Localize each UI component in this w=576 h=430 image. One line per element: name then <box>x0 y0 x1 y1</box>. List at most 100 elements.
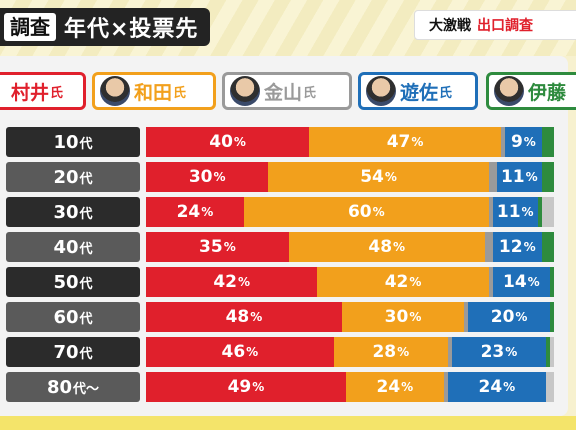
candidate-suffix: 氏 <box>173 85 187 101</box>
row-label-number: 80 <box>46 376 73 398</box>
bar-segment: 11% <box>496 162 542 192</box>
data-label: 47 <box>386 132 411 152</box>
bar-segment <box>549 267 554 297</box>
bar-track: 48% 30% 20% <box>146 302 554 332</box>
row-label-suffix: 代 <box>79 171 93 187</box>
data-label-unit: % <box>246 345 259 359</box>
bar-segment <box>464 302 469 332</box>
bottom-strip <box>0 416 576 430</box>
data-label-unit: % <box>409 275 422 289</box>
data-label: 30 <box>384 307 409 327</box>
row-label: 40 代 <box>6 232 140 262</box>
bar-segment: 9% <box>505 127 542 157</box>
row-label: 60 代 <box>6 302 140 332</box>
row-label: 20 代 <box>6 162 140 192</box>
row-label: 80 代〜 <box>6 372 140 402</box>
bar-segment: 42% <box>146 267 318 297</box>
data-label: 11 <box>496 202 521 222</box>
data-label: 9 <box>510 132 523 152</box>
data-label: 54 <box>360 167 384 187</box>
row-label-number: 70 <box>53 341 79 363</box>
bar-segment <box>541 127 554 157</box>
data-label-unit: % <box>384 170 397 184</box>
bar-segment: 60% <box>243 197 489 227</box>
bar-segment: 46% <box>146 337 334 367</box>
row-label: 70 代 <box>6 337 140 367</box>
data-label-unit: % <box>505 345 518 359</box>
data-label: 35 <box>199 237 223 257</box>
data-label: 11 <box>500 167 525 187</box>
bar-track: 24% 60% 11% <box>146 197 554 227</box>
badge-label-1: 大激戦 <box>429 18 471 34</box>
row-label: 10 代 <box>6 127 140 157</box>
data-label-unit: % <box>397 345 410 359</box>
data-label-unit: % <box>250 310 263 324</box>
row-label-number: 40 <box>53 236 79 258</box>
row-label-suffix: 代〜 <box>73 381 100 397</box>
data-label: 24 <box>376 377 401 397</box>
data-label-unit: % <box>372 205 385 219</box>
photo-icon <box>494 76 524 106</box>
bar-track: 30% 54% 11% <box>146 162 554 192</box>
bar-segment: 23% <box>452 337 546 367</box>
bar-segment: 28% <box>333 337 448 367</box>
bar-track: 42% 42% 14% <box>146 267 554 297</box>
data-label-unit: % <box>527 275 540 289</box>
badge-label-2: 出口調査 <box>477 18 533 34</box>
data-label: 20 <box>490 307 515 327</box>
data-label: 48 <box>225 307 250 327</box>
bar-segment <box>500 127 506 157</box>
row-label: 30 代 <box>6 197 140 227</box>
row-label-number: 10 <box>53 131 79 153</box>
bar-track: 40% 47% 9% <box>146 127 554 157</box>
candidate-suffix: 氏 <box>439 85 453 101</box>
data-label: 42 <box>384 272 409 292</box>
data-label-unit: % <box>525 170 538 184</box>
bar-segment <box>484 232 493 262</box>
data-label-unit: % <box>523 135 536 149</box>
data-label-unit: % <box>411 135 424 149</box>
data-label-unit: % <box>503 380 516 394</box>
bar-segment: 47% <box>309 127 501 157</box>
data-label: 23 <box>480 342 505 362</box>
photo-icon <box>100 76 130 106</box>
data-label: 14 <box>503 272 527 292</box>
bar-segment: 14% <box>492 267 550 297</box>
row-label-suffix: 代 <box>79 241 93 257</box>
bar-segment <box>447 337 452 367</box>
candidate-suffix: 氏 <box>303 85 317 101</box>
bar-segment: 11% <box>492 197 538 227</box>
bar-segment: 24% <box>447 372 546 402</box>
data-label: 46 <box>221 342 246 362</box>
photo-icon <box>230 76 260 106</box>
data-label: 24 <box>176 202 201 222</box>
candidate-2: 和田氏 <box>92 72 216 110</box>
row-label-suffix: 代 <box>79 346 93 362</box>
bar-segment: 30% <box>341 302 465 332</box>
row-label: 50 代 <box>6 267 140 297</box>
bar-segment: 49% <box>146 372 346 402</box>
candidate-name: 金山 <box>264 81 303 104</box>
candidate-1: 村井氏 <box>0 72 86 110</box>
title-tag: 調査 <box>4 13 56 41</box>
row-label-number: 30 <box>53 201 79 223</box>
data-label-unit: % <box>201 205 214 219</box>
row-label-suffix: 代 <box>79 311 93 327</box>
candidate-suffix: 氏 <box>50 85 64 101</box>
photo-icon <box>366 76 396 106</box>
data-label: 12 <box>498 237 523 257</box>
candidate-name: 村井 <box>11 81 50 104</box>
row-label-suffix: 代 <box>79 206 93 222</box>
row-label-number: 20 <box>53 166 79 188</box>
data-label-unit: % <box>238 275 251 289</box>
data-label-unit: % <box>233 135 246 149</box>
candidate-name: 遊佐 <box>400 81 439 104</box>
row-label-suffix: 代 <box>79 136 93 152</box>
bar-segment <box>488 267 493 297</box>
bar-segment <box>537 197 542 227</box>
title-bar: 調査 年代×投票先 <box>0 8 211 46</box>
bar-segment: 48% <box>146 302 342 332</box>
data-label-unit: % <box>252 380 265 394</box>
data-label-unit: % <box>223 240 236 254</box>
data-label-unit: % <box>213 170 226 184</box>
